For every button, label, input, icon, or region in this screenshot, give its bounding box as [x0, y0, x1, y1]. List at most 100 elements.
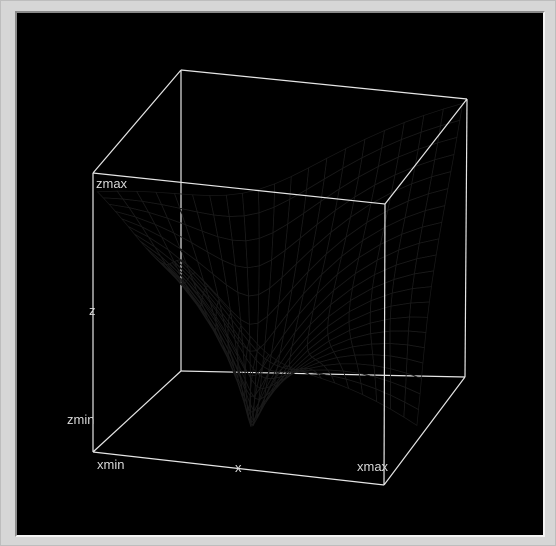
surface-patch: [389, 343, 409, 360]
surface-patch: [416, 238, 440, 260]
box-edge-bottom-left: [92, 370, 182, 453]
surface-patch: [312, 209, 336, 250]
surface-patch: [237, 291, 250, 325]
surface-patch: [228, 215, 247, 242]
surface-patch: [271, 223, 289, 261]
surface-patch: [358, 147, 383, 178]
surface-patch: [242, 344, 251, 377]
surface-patch: [407, 330, 427, 349]
surface-patch: [134, 233, 161, 257]
surface-patch: [248, 294, 260, 325]
x-axis-label: x: [235, 460, 242, 475]
surface-patch: [243, 212, 260, 242]
surface-patch: [377, 139, 402, 168]
surface-patch: [225, 192, 245, 217]
surface-patch: [116, 190, 144, 202]
box-edge-back-right: [464, 98, 468, 378]
zmin-label: zmin: [67, 412, 94, 427]
surface-patch: [379, 217, 406, 246]
surface-patch: [349, 322, 372, 340]
surface-patch: [371, 343, 391, 357]
surface-patch: [294, 293, 318, 333]
surface-patch: [348, 300, 372, 323]
surface-patch: [307, 333, 330, 355]
surface-patch: [135, 190, 163, 205]
surface-patch: [225, 284, 241, 321]
surface-patch: [370, 278, 395, 302]
surface-patch: [328, 329, 352, 348]
surface-patch: [339, 363, 360, 374]
surface-patch: [350, 333, 372, 348]
surface-patch: [278, 262, 297, 306]
surface-patch: [338, 157, 363, 190]
surface-patch: [410, 286, 432, 304]
surface-patch: [234, 265, 249, 297]
surface-patch: [342, 138, 366, 169]
surface-patch: [389, 316, 410, 332]
surface-patch: [306, 157, 328, 191]
surface-patch: [354, 354, 375, 366]
box-edge-front-top: [92, 172, 386, 205]
box-edge-top-right: [384, 98, 468, 205]
surface-patch: [376, 233, 403, 261]
surface-patch: [250, 378, 258, 400]
surface-patch: [274, 287, 293, 332]
surface-plot-svg[interactable]: zmax z zmin xmin x xmax: [19, 15, 541, 533]
surface-patch: [307, 303, 332, 337]
surface-patch: [291, 310, 314, 347]
surface-patch: [361, 129, 385, 159]
surface-patch: [323, 148, 347, 180]
surface-patch: [389, 302, 412, 320]
surface-patch: [231, 239, 248, 269]
surface-patch: [354, 243, 381, 275]
surface-patch: [147, 211, 175, 234]
surface-patch: [96, 190, 124, 200]
surface-patch: [325, 216, 352, 255]
xmin-label: xmin: [97, 457, 124, 472]
surface-patch: [370, 174, 396, 205]
zmax-label: zmax: [96, 176, 128, 191]
surface-mesh: [96, 102, 464, 428]
surface-patch: [394, 148, 419, 176]
z-axis-label: z: [89, 303, 96, 318]
plot-canvas[interactable]: zmax z zmin xmin x xmax: [19, 15, 541, 533]
surface-patch: [155, 191, 181, 209]
surface-patch: [179, 207, 203, 232]
surface-patch: [374, 156, 399, 186]
surface-patch: [348, 311, 371, 331]
surface-patch: [354, 165, 379, 198]
bounding-box-front: [92, 98, 468, 486]
surface-patch: [264, 303, 280, 345]
box-edge-top-left: [92, 69, 182, 174]
surface-patch: [366, 192, 392, 224]
surface-patch: [289, 343, 309, 370]
surface-patch: [333, 346, 356, 358]
surface-patch: [295, 223, 318, 265]
surface-patch: [372, 354, 391, 370]
surface-patch: [307, 325, 329, 351]
surface-patch: [440, 102, 464, 127]
surface-patch: [387, 183, 413, 212]
surface-patch: [173, 193, 198, 213]
box-edge-bottom-right: [383, 376, 466, 486]
bounding-box-back: [92, 69, 468, 453]
surface-patch: [348, 287, 373, 313]
surface-patch: [393, 258, 418, 280]
surface-patch: [311, 346, 335, 360]
surface-patch: [352, 259, 378, 289]
surface-patch: [154, 223, 182, 250]
surface-patch: [221, 259, 239, 294]
surface-patch: [196, 211, 219, 238]
surface-patch: [307, 231, 332, 273]
surface-patch: [258, 183, 275, 214]
box-edge-back-top: [180, 69, 468, 100]
surface-patch: [246, 265, 260, 297]
box-edge-front-bottom: [92, 451, 385, 486]
surface-patch: [389, 330, 409, 346]
surface-patch: [383, 200, 409, 229]
surface-patch: [288, 334, 309, 366]
surface-patch: [145, 247, 172, 273]
surface-patch: [409, 301, 430, 318]
surface-patch: [369, 292, 393, 313]
